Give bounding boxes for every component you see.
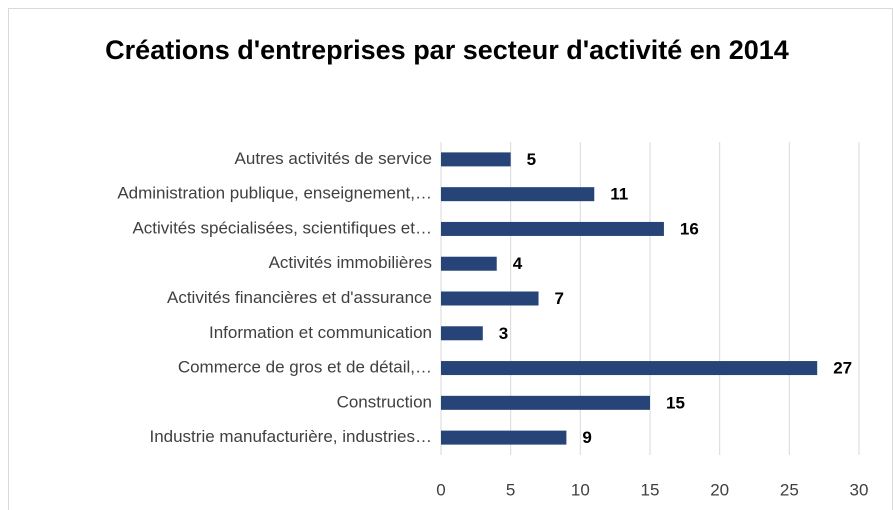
y-tick-label: Industrie manufacturière, industries… xyxy=(149,427,432,446)
y-tick-label: Activités financières et d'assurance xyxy=(167,288,432,307)
data-label: 3 xyxy=(499,324,508,343)
x-tick-label: 15 xyxy=(641,480,660,499)
bar xyxy=(441,430,567,445)
bar xyxy=(441,361,818,376)
bar xyxy=(441,291,539,306)
data-label: 9 xyxy=(582,428,591,447)
data-label: 27 xyxy=(833,359,852,378)
y-tick-label: Activités spécialisées, scientifiques et… xyxy=(132,218,432,237)
x-tick-label: 5 xyxy=(506,480,515,499)
bar xyxy=(441,326,483,341)
y-tick-label: Commerce de gros et de détail,… xyxy=(178,358,432,377)
chart-border xyxy=(8,8,893,510)
x-tick-label: 25 xyxy=(780,480,799,499)
data-label: 5 xyxy=(527,150,536,169)
y-tick-label: Activités immobilières xyxy=(269,253,432,272)
bar xyxy=(441,256,497,271)
bar xyxy=(441,152,511,167)
bar xyxy=(441,187,595,202)
x-tick-label: 0 xyxy=(436,480,445,499)
y-tick-label: Construction xyxy=(337,392,432,411)
data-label: 11 xyxy=(610,185,628,204)
data-label: 4 xyxy=(513,254,523,273)
bar xyxy=(441,395,650,410)
y-tick-label: Administration publique, enseignement,… xyxy=(117,184,432,203)
x-tick-label: 10 xyxy=(571,480,590,499)
data-label: 15 xyxy=(666,393,685,412)
bar xyxy=(441,221,664,236)
data-label: 7 xyxy=(555,289,564,308)
y-tick-label: Information et communication xyxy=(209,323,432,342)
x-tick-label: 20 xyxy=(710,480,729,499)
x-tick-label: 30 xyxy=(850,480,869,499)
chart-title: Créations d'entreprises par secteur d'ac… xyxy=(105,35,789,65)
data-label: 16 xyxy=(680,219,699,238)
y-tick-label: Autres activités de service xyxy=(235,149,432,168)
